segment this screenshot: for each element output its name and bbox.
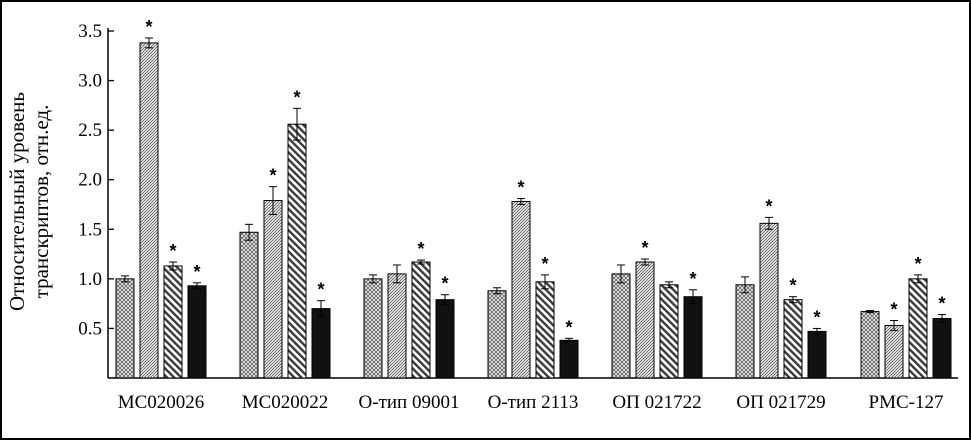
significance-star: * [689,269,696,289]
bar-solid-black [187,285,207,379]
bar-wide-diagonal [411,261,431,379]
y-tick-label: 2.5 [78,120,102,141]
significance-star: * [541,254,548,274]
y-tick-label: 1.0 [78,269,102,290]
bar-dense-diagonal [263,200,283,379]
y-tick-label: 3.5 [78,21,102,42]
bar-crosshatch [860,311,880,379]
labels-layer: 0.5 1.0 1.5 2.0 2.5 3.0 3.5 Относительный урове… [5,17,946,413]
bar-wide-diagonal [163,265,183,379]
bar-solid-black [559,339,579,379]
bar-solid-black [683,296,703,379]
significance-star: * [145,17,152,37]
bar-crosshatch [363,278,383,379]
bar-wide-diagonal [287,123,307,379]
significance-star: * [417,239,424,259]
y-tick-label: 2.0 [78,170,102,191]
bar-solid-black [932,318,952,379]
significance-star: * [641,238,648,258]
significance-star: * [765,196,772,216]
bar-dense-diagonal [759,222,779,379]
significance-star: * [565,317,572,337]
significance-star: * [890,299,897,319]
category-label: МС020022 [242,392,329,413]
y-tick-label: 3.0 [78,71,102,92]
significance-star: * [441,274,448,294]
significance-star: * [269,166,276,186]
y-tick-label: 0.5 [78,318,102,339]
bar-solid-black [807,330,827,379]
bar-dense-diagonal [884,324,904,379]
bar-solid-black [435,299,455,379]
bar-crosshatch [611,273,631,379]
category-label: МС020026 [118,392,205,413]
category-label: ОП 021729 [736,392,825,413]
y-tick-label: 1.5 [78,219,102,240]
significance-star: * [938,294,945,314]
axes [107,28,958,379]
significance-star: * [789,276,796,296]
bar-crosshatch [239,231,259,379]
bar-crosshatch [735,284,755,379]
significance-star: * [293,87,300,107]
bar-wide-diagonal [659,284,679,379]
bars-layer [115,37,952,379]
category-label: О-тип 09001 [359,392,460,413]
bar-dense-diagonal [387,273,407,379]
y-axis-label-line: Относительный уровень [5,92,29,311]
bar-crosshatch [487,290,507,379]
significance-star: * [193,262,200,282]
category-label: ОП 021722 [612,392,701,413]
significance-star: * [169,241,176,261]
significance-star: * [517,178,524,198]
significance-star: * [813,307,820,327]
bar-solid-black [311,308,331,379]
significance-star: * [317,280,324,300]
bar-dense-diagonal [139,42,159,379]
category-label: РМС-127 [869,392,944,413]
bar-dense-diagonal [511,201,531,379]
category-label: О-тип 2113 [488,392,579,413]
bar-wide-diagonal [908,278,928,379]
bar-dense-diagonal [635,261,655,379]
significance-star: * [914,254,921,274]
bar-wide-diagonal [783,299,803,379]
y-axis-label-line: транскриптов, отн.ед. [29,105,53,299]
bar-crosshatch [115,278,135,379]
bar-wide-diagonal [535,281,555,379]
